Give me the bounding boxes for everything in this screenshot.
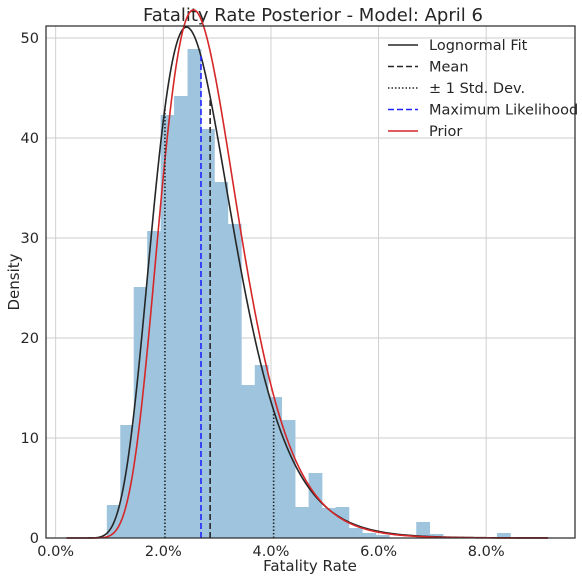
histogram-bar bbox=[348, 528, 363, 538]
histogram-bar bbox=[322, 508, 336, 538]
legend: Lognormal Fit Mean ± 1 Std. Dev. Maximum Li… bbox=[388, 38, 578, 140]
histogram-bar bbox=[160, 115, 175, 538]
histogram-bar bbox=[362, 533, 377, 538]
y-axis-label: Density bbox=[5, 253, 23, 310]
legend-label-1-std-dev: ± 1 Std. Dev. bbox=[429, 81, 525, 97]
legend-label-mean: Mean bbox=[429, 60, 469, 76]
x-tick-label: 6.0% bbox=[360, 544, 397, 560]
plot-frame bbox=[45, 25, 576, 539]
histogram-bar bbox=[335, 507, 350, 538]
y-tick-label: 0 bbox=[30, 531, 39, 547]
x-axis-ticks: 0.0% 2.0% 4.0% 6.0% 8.0% bbox=[37, 544, 504, 560]
histogram-bar bbox=[496, 533, 511, 538]
y-tick-label: 30 bbox=[21, 231, 39, 247]
histogram-bar bbox=[268, 397, 283, 538]
histogram-bar bbox=[241, 385, 256, 538]
histogram-bar bbox=[416, 522, 430, 538]
histogram-bar bbox=[227, 224, 242, 538]
y-axis-ticks: 0 10 20 30 40 50 bbox=[21, 31, 39, 547]
legend-label-prior: Prior bbox=[429, 124, 462, 140]
y-tick-label: 20 bbox=[21, 331, 39, 347]
histogram-bar bbox=[187, 49, 202, 538]
histogram-bar bbox=[214, 182, 229, 538]
x-tick-label: 8.0% bbox=[468, 544, 505, 560]
x-tick-label: 2.0% bbox=[145, 544, 182, 560]
histogram-bar bbox=[375, 535, 390, 538]
chart-title: Fatality Rate Posterior - Model: April 6 bbox=[143, 5, 483, 26]
histogram-bar bbox=[295, 507, 309, 538]
legend-label-maximum-likelihood: Maximum Likelihood bbox=[429, 103, 578, 119]
x-tick-label: 0.0% bbox=[37, 544, 74, 560]
x-axis-label: Fatality Rate bbox=[263, 557, 357, 575]
histogram-bar bbox=[429, 534, 444, 538]
y-tick-label: 40 bbox=[21, 131, 39, 147]
histogram-bar bbox=[200, 129, 215, 538]
histogram-bar bbox=[174, 96, 188, 538]
legend-label-lognormal-fit: Lognormal Fit bbox=[429, 38, 528, 54]
reference-lines bbox=[164, 56, 275, 538]
histogram-bar bbox=[308, 473, 323, 538]
histogram-bar bbox=[281, 420, 296, 538]
y-tick-label: 10 bbox=[21, 431, 39, 447]
histogram-bar bbox=[254, 365, 269, 538]
x-tick-label: 4.0% bbox=[253, 544, 290, 560]
histogram-bar bbox=[120, 425, 135, 538]
y-tick-label: 50 bbox=[21, 31, 39, 47]
